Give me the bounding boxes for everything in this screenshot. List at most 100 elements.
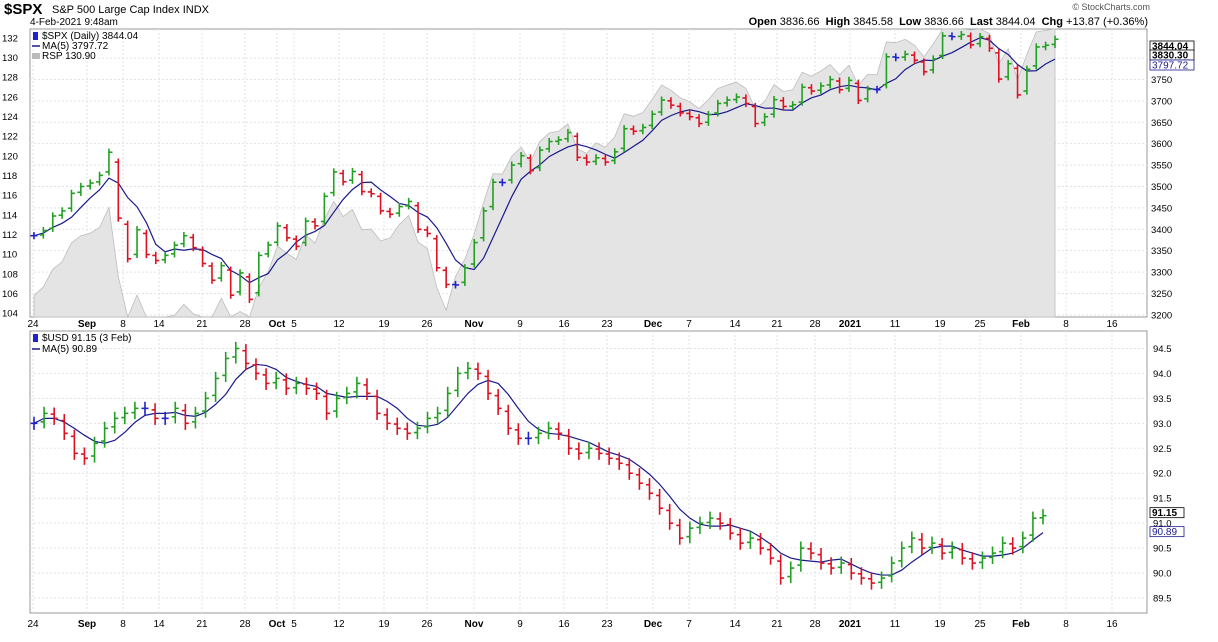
bottom-x-tick-label: Nov <box>465 619 484 630</box>
bottom-x-tick-label: 11 <box>890 619 901 630</box>
usd-bar <box>635 468 643 490</box>
spx-bar <box>311 218 319 230</box>
bottom-x-tick-label: 14 <box>153 619 165 630</box>
spx-bar <box>96 171 104 186</box>
spx-bar <box>976 33 984 48</box>
usd-bar <box>918 533 926 555</box>
usd-bar <box>91 436 99 463</box>
spx-bar <box>217 262 225 282</box>
rsp-legend-swatch <box>32 53 40 59</box>
usd-bar <box>585 441 593 460</box>
usd-bar <box>1039 509 1047 525</box>
spx-bar <box>161 251 169 264</box>
bottom-last-value-label: 91.15 <box>1152 508 1177 519</box>
top-left-axis-tick: 110 <box>2 250 17 261</box>
spx-bar <box>939 32 947 60</box>
spx-bar <box>620 125 628 152</box>
spx-bar <box>292 235 300 250</box>
usd-bar <box>413 421 421 440</box>
usd-bar <box>827 557 835 575</box>
spx-bar <box>836 77 844 94</box>
spx-bar <box>517 152 525 168</box>
bottom-x-tick-label: 7 <box>686 619 692 630</box>
spx-bar <box>386 207 394 218</box>
bottom-right-axis-tick: 92.5 <box>1153 444 1172 455</box>
bottom-legend-2: MA(5) 90.89 <box>42 344 98 355</box>
usd-bar <box>615 452 623 470</box>
spx-bar <box>601 154 609 166</box>
top-x-tick-label: 8 <box>120 319 126 330</box>
top-x-tick-label: 26 <box>421 319 433 330</box>
usd-bar <box>706 511 714 529</box>
spx-bar <box>1042 41 1050 51</box>
bottom-x-tick-label: 5 <box>291 619 297 630</box>
spx-bar <box>629 125 637 135</box>
usd-bar <box>736 528 744 550</box>
top-right-axis-tick: 3500 <box>1151 182 1172 193</box>
high-value: 3845.58 <box>853 16 893 28</box>
usd-bar <box>1009 537 1017 555</box>
top-left-axis-tick: 106 <box>2 289 18 300</box>
usd-bar <box>333 391 341 418</box>
spx-bar <box>114 158 122 222</box>
usd-bar <box>121 406 129 425</box>
spx-bar <box>255 251 263 297</box>
spx-bar <box>30 232 38 240</box>
top-left-axis-tick: 128 <box>2 73 18 84</box>
usd-bar <box>656 488 664 515</box>
top-x-tick-label: 2021 <box>839 319 862 330</box>
spx-bar <box>58 207 66 219</box>
spx-bar <box>779 97 787 111</box>
usd-bar <box>938 538 946 560</box>
bottom-right-axis-tick: 90.0 <box>1153 569 1172 580</box>
rsp-area <box>33 28 1056 319</box>
top-right-axis-tick: 3200 <box>1151 310 1172 321</box>
spx-bar <box>367 188 375 198</box>
top-x-tick-label: 21 <box>196 319 208 330</box>
top-left-axis-tick: 126 <box>2 92 18 103</box>
usd-bar <box>141 401 149 415</box>
spx-bar <box>124 220 132 263</box>
top-right-axis-tick: 3400 <box>1151 225 1172 236</box>
spx-bar <box>873 85 881 94</box>
spx-bar <box>648 110 656 130</box>
bottom-right-axis-tick: 94.5 <box>1153 344 1172 355</box>
spx-bar <box>227 266 235 299</box>
usd-bar <box>696 516 704 534</box>
top-x-tick-label: 24 <box>27 319 39 330</box>
spx-bar <box>236 269 244 296</box>
top-last-value-label: 3830.30 <box>1152 51 1189 62</box>
usd-bar <box>999 536 1007 559</box>
top-x-tick-label: 8 <box>1063 319 1069 330</box>
usd-bar <box>40 406 48 429</box>
top-x-tick-label: 11 <box>890 319 901 330</box>
top-x-tick-label: 28 <box>239 319 251 330</box>
spx-bar <box>405 197 413 210</box>
bottom-x-tick-label: 24 <box>27 619 39 630</box>
usd-bar <box>454 366 462 397</box>
spx-bar <box>583 154 591 166</box>
spx-bar <box>1014 64 1022 99</box>
last-label: Last <box>970 16 993 28</box>
bottom-right-axis-tick: 92.0 <box>1153 469 1172 480</box>
spx-bar <box>611 148 619 165</box>
spx-bar <box>189 233 197 252</box>
security-name-text: S&P 500 Large Cap Index <box>52 4 180 16</box>
spx-bar <box>180 232 188 248</box>
top-legend-1: $SPX (Daily) 3844.04 <box>42 31 139 42</box>
usd-bar <box>50 407 58 425</box>
spx-bar <box>489 178 497 211</box>
spx-bar <box>49 212 57 232</box>
spx-bar <box>67 189 75 212</box>
usd-bar <box>857 567 865 585</box>
bottom-right-axis-tick: 93.0 <box>1153 419 1172 430</box>
usd-legend-swatch <box>33 334 38 342</box>
spx-bar <box>686 109 694 121</box>
spx-bar <box>320 192 328 226</box>
bottom-x-tick-label: Feb <box>1012 619 1030 630</box>
top-right-axis-tick: 3350 <box>1151 246 1172 257</box>
usd-bar <box>131 401 139 420</box>
usd-bar <box>474 362 482 381</box>
spx-bar <box>433 235 441 272</box>
bottom-x-tick-label: Dec <box>644 619 663 630</box>
